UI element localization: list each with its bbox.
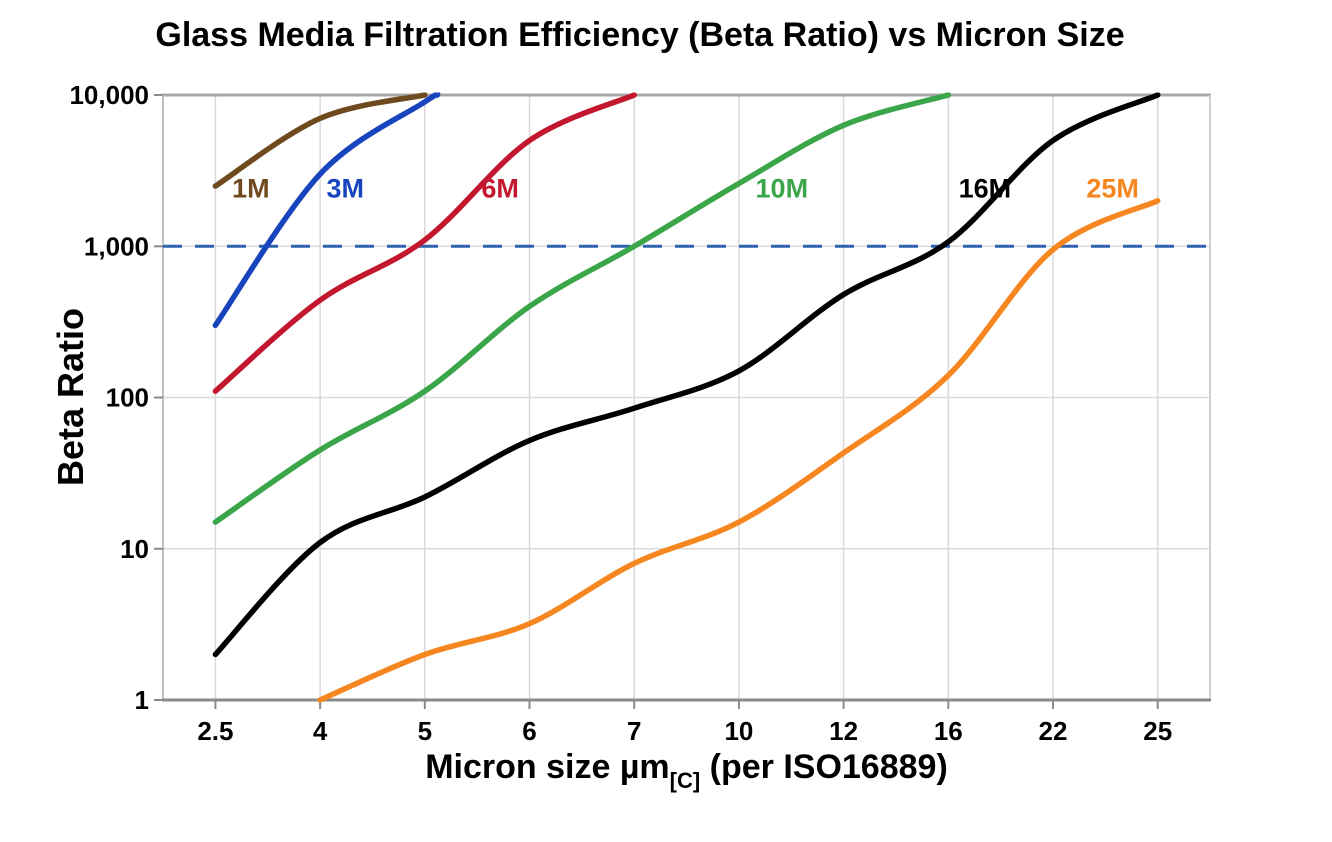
series-label-25M: 25M: [1086, 174, 1139, 204]
x-tick-label: 2.5: [197, 716, 233, 746]
series-label-3M: 3M: [326, 174, 364, 204]
series-line-25M: [317, 197, 1161, 703]
x-tick-label: 6: [522, 716, 536, 746]
y-tick-label: 1,000: [84, 231, 149, 261]
y-tick-label: 1: [135, 685, 149, 715]
x-tick-label: 10: [724, 716, 753, 746]
x-axis-title-tail: (per ISO16889): [700, 748, 948, 786]
series-line-1M: [212, 92, 428, 189]
series-group: [212, 92, 1161, 703]
series-label-6M: 6M: [481, 174, 519, 204]
x-axis-title-subscript: [C]: [669, 768, 701, 793]
x-tick-label: 12: [829, 716, 858, 746]
series-line-16M: [212, 92, 1161, 658]
series-label-1M: 1M: [232, 174, 270, 204]
x-axis-title: Micron size µm[C] (per ISO16889): [163, 748, 1210, 794]
chart-title: Glass Media Filtration Efficiency (Beta …: [155, 16, 1125, 54]
series-line-3M: [212, 92, 441, 329]
x-tick-label: 25: [1143, 716, 1172, 746]
series-label-10M: 10M: [756, 174, 809, 204]
x-tick-label: 4: [313, 716, 328, 746]
y-tick-label: 10: [120, 534, 149, 564]
x-tick-label: 5: [418, 716, 432, 746]
x-axis-title-main: Micron size µm: [425, 748, 670, 786]
x-tick-label: 16: [934, 716, 963, 746]
series-label-16M: 16M: [959, 174, 1012, 204]
x-tick-label: 7: [627, 716, 641, 746]
y-tick-label: 10,000: [69, 80, 149, 110]
series-line-10M: [212, 92, 952, 525]
x-tick-label: 22: [1039, 716, 1068, 746]
series-line-6M: [212, 92, 637, 394]
y-tick-label: 100: [106, 383, 149, 413]
